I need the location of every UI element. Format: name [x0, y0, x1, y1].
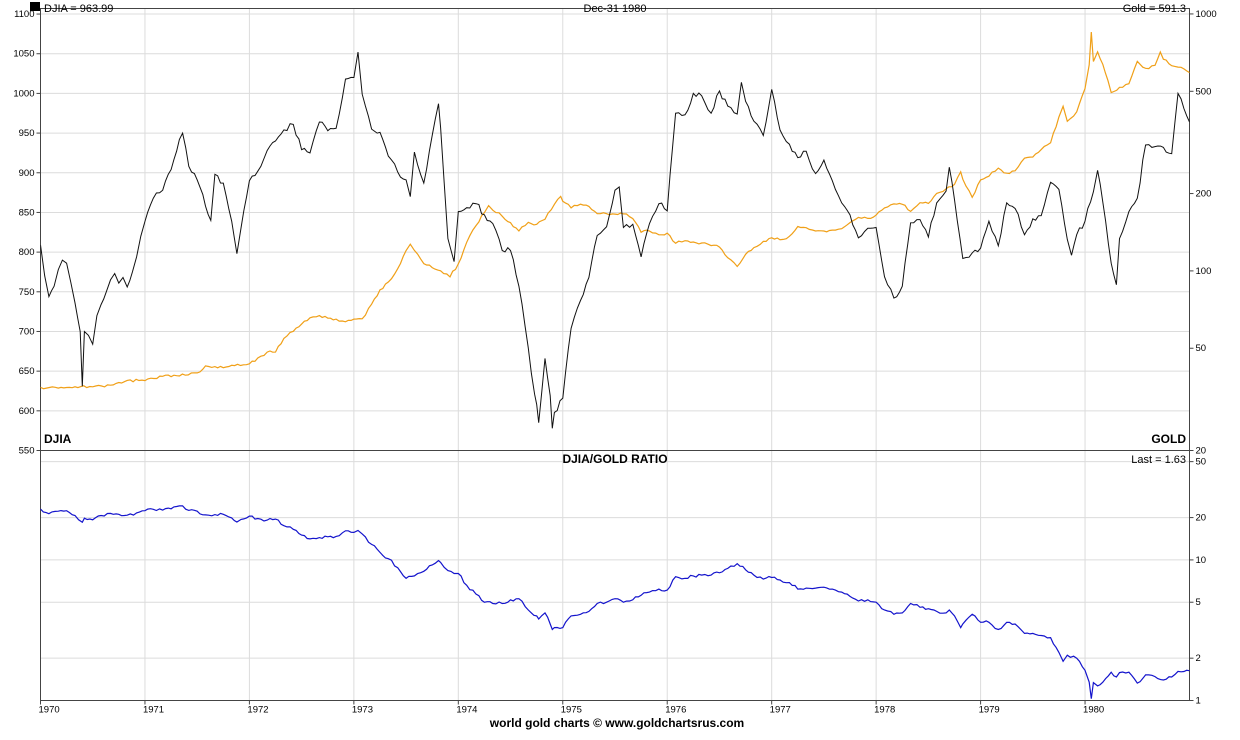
djia-series-line	[40, 52, 1190, 429]
year-tick-label: 1973	[352, 705, 373, 716]
ratio-last-label: Last = 1.63	[1131, 454, 1186, 466]
djia-series-label: DJIA	[44, 432, 72, 446]
year-tick-label: 1980	[1083, 705, 1104, 716]
djia-axis-tick-label: 950	[19, 128, 35, 139]
ratio-axis-tick-label: 20	[1196, 513, 1207, 524]
gold-axis-tick-label: 1000	[1196, 9, 1217, 20]
year-tick-label: 1978	[874, 705, 895, 716]
year-tick-label: 1979	[979, 705, 1000, 716]
top-panel-frame	[40, 8, 1190, 451]
djia-axis-tick-label: 650	[19, 366, 35, 377]
gold-series-line	[40, 32, 1190, 390]
bottom-panel-frame	[40, 450, 1190, 701]
year-tick-label: 1976	[665, 705, 686, 716]
gold-axis-tick-label: 500	[1196, 86, 1212, 97]
year-tick-label: 1977	[770, 705, 791, 716]
date-label: Dec-31 1980	[584, 3, 647, 15]
footer-credit: world gold charts © www.goldchartsrus.co…	[489, 716, 744, 730]
series-layer	[40, 32, 1190, 699]
gold-axis-tick-label: 20	[1196, 446, 1207, 457]
year-tick-label: 1970	[39, 705, 60, 716]
grid-layer	[40, 8, 1190, 701]
ratio-axis-tick-label: 1	[1196, 696, 1201, 707]
djia-value-label: DJIA = 963.99	[44, 3, 113, 15]
gold-axis-tick-label: 50	[1196, 343, 1207, 354]
djia-axis-tick-label: 1050	[13, 49, 34, 60]
djia-axis-tick-label: 900	[19, 168, 35, 179]
djia-axis-tick-label: 1000	[13, 88, 34, 99]
year-tick-label: 1975	[561, 705, 582, 716]
year-tick-label: 1972	[247, 705, 268, 716]
djia-axis-tick-label: 550	[19, 446, 35, 457]
ratio-title: DJIA/GOLD RATIO	[562, 452, 667, 466]
djia-legend-swatch	[30, 2, 40, 11]
axis-layer: 5506006507007508008509009501000105011002…	[13, 8, 1217, 716]
djia-axis-tick-label: 700	[19, 326, 35, 337]
year-tick-label: 1971	[143, 705, 164, 716]
djia-axis-tick-label: 750	[19, 287, 35, 298]
gold-axis-tick-label: 200	[1196, 189, 1212, 200]
ratio-axis-tick-label: 10	[1196, 555, 1207, 566]
year-tick-label: 1974	[456, 705, 477, 716]
ratio-axis-tick-label: 2	[1196, 653, 1201, 664]
gold-series-label: GOLD	[1151, 432, 1186, 446]
ratio-axis-tick-label: 50	[1196, 457, 1207, 468]
djia-axis-tick-label: 600	[19, 406, 35, 417]
label-layer: DJIA = 963.99 Dec-31 1980 Gold = 591.3 D…	[30, 2, 1186, 730]
gold-value-label: Gold = 591.3	[1123, 3, 1186, 15]
djia-axis-tick-label: 850	[19, 207, 35, 218]
djia-axis-tick-label: 1100	[14, 9, 34, 20]
ratio-series-line	[40, 505, 1190, 699]
gold-axis-tick-label: 100	[1196, 266, 1212, 277]
ratio-axis-tick-label: 5	[1196, 597, 1201, 608]
djia-axis-tick-label: 800	[19, 247, 35, 258]
